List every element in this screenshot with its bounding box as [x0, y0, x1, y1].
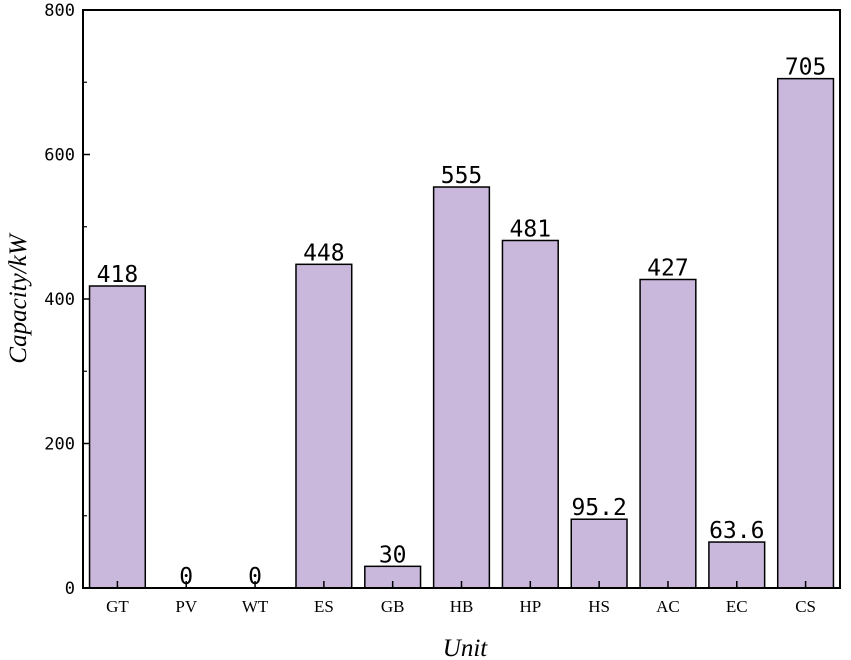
value-label-hs: 95.2 — [571, 495, 626, 521]
bars-group — [88, 77, 835, 589]
x-tick-label-ac: AC — [656, 597, 680, 616]
value-label-ec: 63.6 — [709, 518, 764, 544]
value-label-hp: 481 — [510, 216, 552, 242]
x-tick-label-gb: GB — [381, 597, 405, 616]
x-tick-label-hs: HS — [588, 597, 610, 616]
y-tick-label: 0 — [65, 579, 75, 599]
bar-es — [295, 263, 353, 589]
bar-hs — [570, 518, 628, 589]
bar-hb — [432, 186, 491, 589]
y-tick-label: 200 — [44, 435, 75, 455]
x-tick-label-hb: HB — [450, 597, 474, 616]
bar-hp — [501, 239, 559, 589]
x-tick-label-es: ES — [314, 597, 334, 616]
value-label-wt: 0 — [248, 564, 262, 590]
y-tick-label: 600 — [44, 146, 75, 166]
value-label-cs: 705 — [785, 55, 827, 81]
value-label-hb: 555 — [441, 163, 483, 189]
x-tick-label-cs: CS — [795, 597, 816, 616]
x-tick-label-hp: HP — [519, 597, 541, 616]
y-tick-label: 800 — [44, 1, 75, 21]
x-tick-label-wt: WT — [242, 597, 269, 616]
value-label-gt: 418 — [97, 262, 139, 288]
y-tick-label: 400 — [44, 290, 75, 310]
x-axis-ticks: GT PV WT ES GB HB HP HS AC EC CS — [106, 581, 816, 616]
value-labels-group: 418 0 0 448 30 555 481 95.2 427 63.6 705 — [97, 55, 827, 590]
value-label-gb: 30 — [379, 542, 407, 568]
y-axis-title: Capacity/kW — [5, 232, 32, 363]
bar-cs — [776, 77, 835, 589]
x-tick-label-ec: EC — [726, 597, 748, 616]
bar-ec — [708, 541, 766, 589]
x-tick-label-pv: PV — [175, 597, 197, 616]
bar-ac — [639, 278, 697, 589]
value-label-es: 448 — [303, 240, 345, 266]
plot-frame — [82, 9, 841, 589]
x-axis-title: Unit — [443, 635, 489, 660]
value-label-ac: 427 — [647, 255, 689, 281]
value-label-pv: 0 — [179, 564, 193, 590]
bar-gt — [88, 285, 147, 589]
x-tick-label-gt: GT — [106, 597, 129, 616]
